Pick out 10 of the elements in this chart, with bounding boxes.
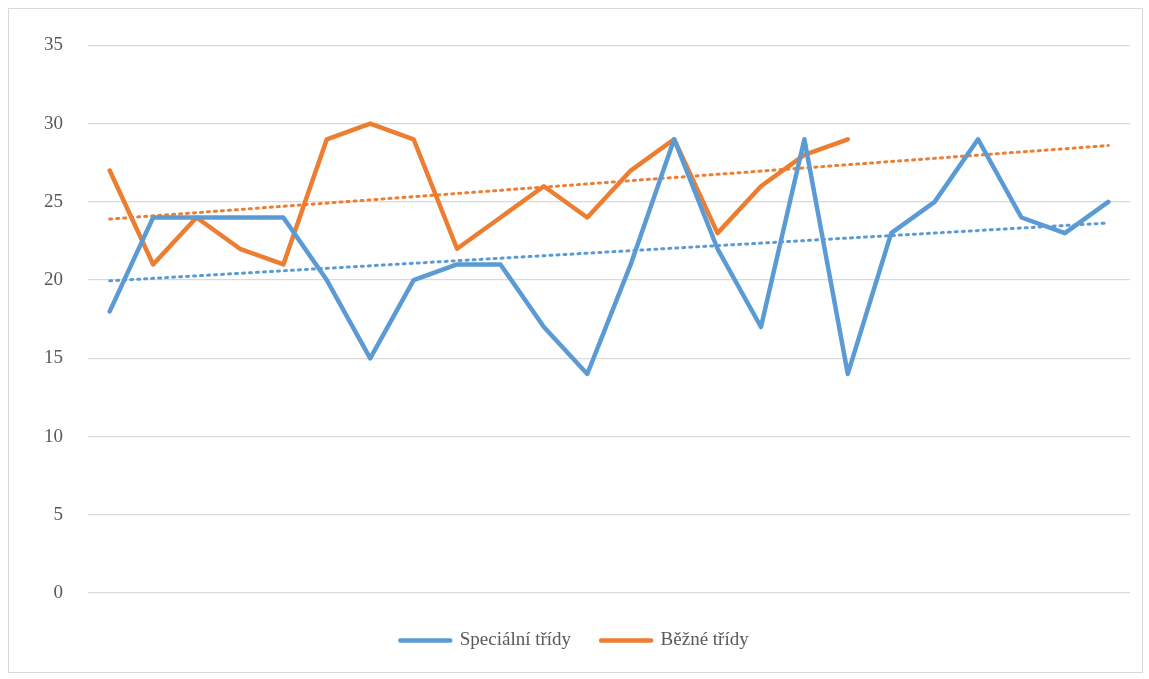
y-tick-label: 25 bbox=[44, 189, 63, 211]
y-tick-label: 30 bbox=[44, 111, 63, 133]
legend-label: Běžné třídy bbox=[660, 628, 750, 650]
y-tick-label: 15 bbox=[44, 346, 63, 368]
y-tick-label: 0 bbox=[53, 580, 63, 602]
legend-label: Speciální třídy bbox=[459, 628, 572, 650]
y-tick-label: 35 bbox=[44, 33, 63, 55]
y-tick-label: 20 bbox=[44, 268, 63, 290]
y-tick-label: 10 bbox=[44, 424, 63, 446]
y-tick-label: 5 bbox=[53, 502, 63, 524]
